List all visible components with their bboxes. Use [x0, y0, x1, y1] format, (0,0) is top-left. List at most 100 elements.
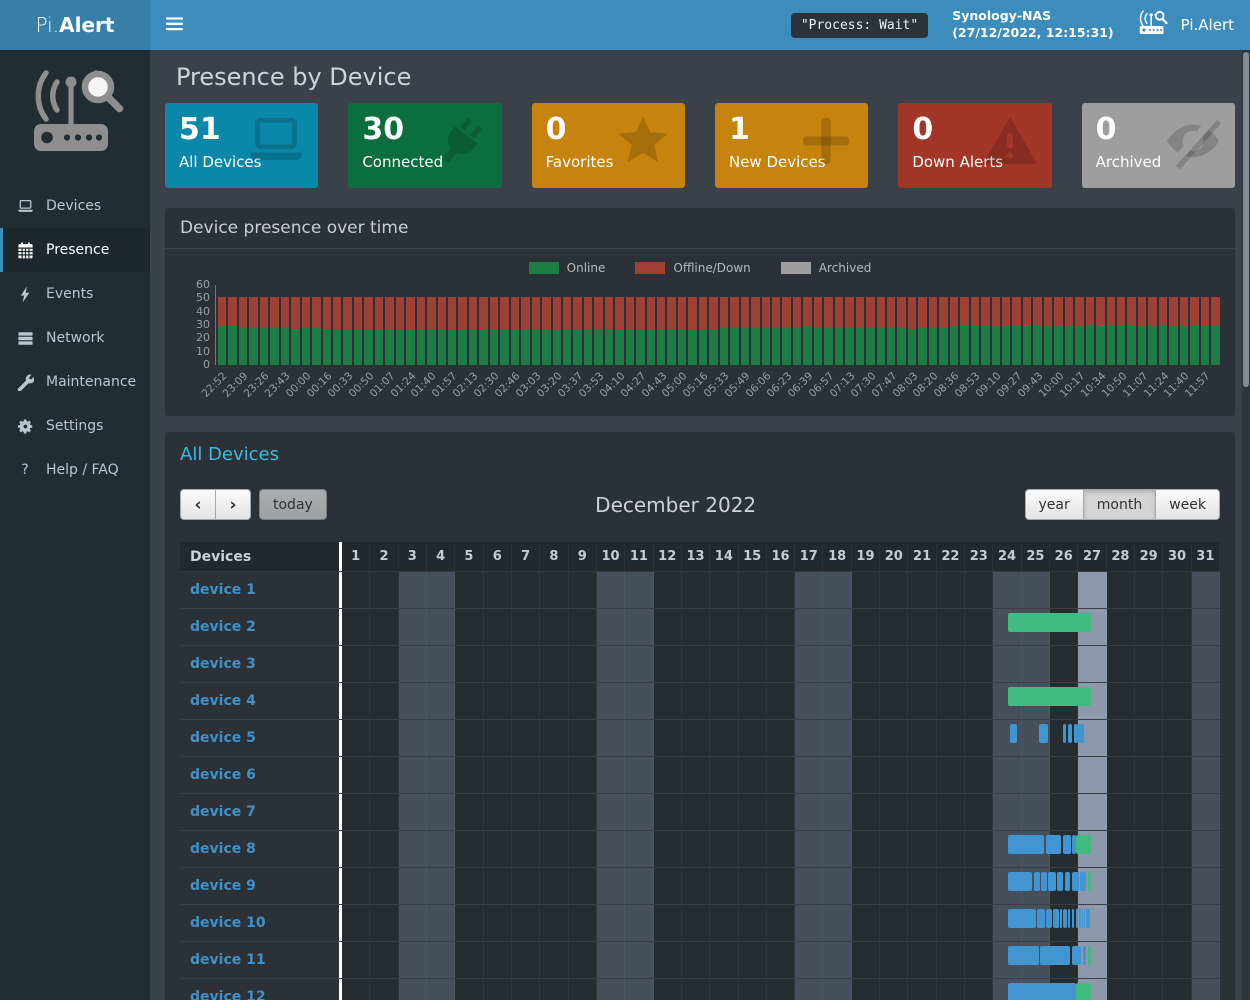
legend-item-online[interactable]: Online [528, 261, 605, 275]
device-link[interactable]: device 5 [190, 730, 256, 746]
device-link[interactable]: device 10 [190, 915, 266, 931]
presence-event-online[interactable] [1041, 872, 1047, 891]
infobox-favorites[interactable]: 0 Favorites [531, 103, 685, 188]
presence-event-online[interactable] [1010, 724, 1018, 743]
sidebar-item-settings[interactable]: Settings [0, 404, 150, 448]
calendar-day-header-2: 2 [370, 542, 399, 571]
device-link[interactable]: device 11 [190, 952, 266, 968]
presence-event-online[interactable] [1072, 835, 1076, 854]
presence-event-online[interactable] [1082, 909, 1084, 928]
presence-event-online[interactable] [1068, 909, 1071, 928]
devices-column-header: Devices [180, 542, 342, 571]
router-search-logo [0, 50, 150, 180]
presence-event-connected_now[interactable] [1008, 613, 1092, 632]
device-link[interactable]: device 3 [190, 656, 256, 672]
presence-event-online[interactable] [1078, 724, 1085, 743]
calendar-day-cell [370, 683, 399, 719]
presence-event-connected_now[interactable] [1087, 946, 1092, 965]
presence-event-online[interactable] [1060, 909, 1063, 928]
presence-event-online[interactable] [1040, 946, 1071, 965]
presence-chart[interactable]: 60 50 40 30 20 10 0 22:52 23:09 23:26 23:43 00:00 0… [196, 278, 1220, 414]
presence-event-online[interactable] [1008, 835, 1045, 854]
calendar-view-week-button[interactable]: week [1155, 489, 1220, 520]
presence-event-online[interactable] [1053, 909, 1059, 928]
presence-event-online[interactable] [1071, 909, 1075, 928]
presence-event-online[interactable] [1057, 872, 1064, 891]
calendar-day-cell [1106, 683, 1136, 719]
sidebar-item-events[interactable]: Events [0, 272, 150, 316]
presence-event-online[interactable] [1045, 835, 1062, 854]
sidebar-item-help-faq[interactable]: ? Help / FAQ [0, 448, 150, 492]
presence-event-online[interactable] [1068, 724, 1072, 743]
infobox-down-alerts[interactable]: 0 Down Alerts [898, 103, 1052, 188]
device-link[interactable]: device 2 [190, 619, 256, 635]
presence-event-online[interactable] [1075, 909, 1078, 928]
calendar-day-cell [766, 757, 796, 793]
presence-event-online[interactable] [1008, 872, 1033, 891]
sidebar-item-maintenance[interactable]: Maintenance [0, 360, 150, 404]
device-link[interactable]: device 6 [190, 767, 256, 783]
device-link[interactable]: device 7 [190, 804, 256, 820]
presence-event-online[interactable] [1063, 909, 1068, 928]
page-scrollbar-thumb[interactable] [1243, 52, 1249, 387]
device-link[interactable]: device 4 [190, 693, 256, 709]
presence-event-online[interactable] [1063, 724, 1067, 743]
presence-event-online[interactable] [1008, 909, 1036, 928]
page-scrollbar-track[interactable] [1242, 50, 1250, 1000]
presence-event-connected_now[interactable] [1087, 872, 1092, 891]
presence-event-online[interactable] [1037, 909, 1045, 928]
presence-event-online[interactable] [1074, 724, 1078, 743]
device-link[interactable]: device 9 [190, 878, 256, 894]
presence-event-connected_now[interactable] [1076, 983, 1092, 1000]
presence-event-online[interactable] [1033, 872, 1040, 891]
presence-event-online[interactable] [1039, 724, 1049, 743]
sidebar-item-network[interactable]: Network [0, 316, 150, 360]
infobox-new-devices[interactable]: 1 New Devices [714, 103, 869, 188]
calendar-day-cell [908, 609, 937, 645]
calendar-day-cell [1163, 831, 1192, 867]
brand-logo[interactable]: Pi. Alert [0, 0, 150, 50]
sidebar-toggle-button[interactable] [150, 0, 198, 50]
calendar-view-year-button[interactable]: year [1024, 489, 1084, 520]
presence-event-online[interactable] [1008, 946, 1039, 965]
presence-event-online[interactable] [1082, 946, 1087, 965]
presence-event-online[interactable] [1064, 872, 1071, 891]
presence-event-online[interactable] [1046, 909, 1053, 928]
presence-event-online[interactable] [1048, 872, 1056, 891]
legend-item-archived[interactable]: Archived [780, 261, 871, 275]
calendar-day-cell [1135, 720, 1164, 756]
sidebar-item-devices[interactable]: Devices [0, 184, 150, 228]
device-link[interactable]: device 1 [190, 582, 256, 598]
chart-bar [395, 297, 405, 365]
brand-name: Alert [59, 13, 115, 37]
app-badge[interactable]: Pi.Alert [1138, 9, 1234, 41]
presence-event-online[interactable] [1062, 835, 1072, 854]
calendar-day-cell [483, 683, 512, 719]
presence-event-connected_now[interactable] [1008, 687, 1092, 706]
calendar-day-cell [710, 868, 739, 904]
presence-event-online[interactable] [1071, 946, 1082, 965]
infobox-archived[interactable]: 0 Archived [1081, 103, 1235, 188]
calendar-view-month-button[interactable]: month [1082, 489, 1157, 520]
calendar-day-cell [1191, 979, 1220, 1000]
presence-event-online[interactable] [1084, 909, 1086, 928]
presence-event-online[interactable] [1071, 872, 1079, 891]
calendar-day-cell [1135, 979, 1164, 1000]
calendar-next-button[interactable]: › [215, 489, 251, 520]
presence-event-online[interactable] [1086, 909, 1091, 928]
chart-bar [500, 297, 509, 365]
presence-event-online[interactable] [1008, 983, 1076, 1000]
calendar-day-cell [1163, 720, 1192, 756]
sidebar-item-presence[interactable]: Presence [0, 228, 150, 272]
device-link[interactable]: device 12 [190, 989, 266, 1000]
infobox-connected[interactable]: 30 Connected [348, 103, 502, 188]
calendar-today-button[interactable]: today [259, 489, 327, 520]
presence-event-online[interactable] [1080, 872, 1087, 891]
presence-event-connected_now[interactable] [1076, 835, 1092, 854]
presence-event-online[interactable] [1078, 909, 1082, 928]
device-link[interactable]: device 8 [190, 841, 256, 857]
legend-item-offline-down[interactable]: Offline/Down [635, 261, 751, 275]
calendar-prev-button[interactable]: ‹ [180, 489, 216, 520]
infobox-all-devices[interactable]: 51 All Devices [165, 103, 319, 188]
chart-bar [688, 297, 697, 365]
